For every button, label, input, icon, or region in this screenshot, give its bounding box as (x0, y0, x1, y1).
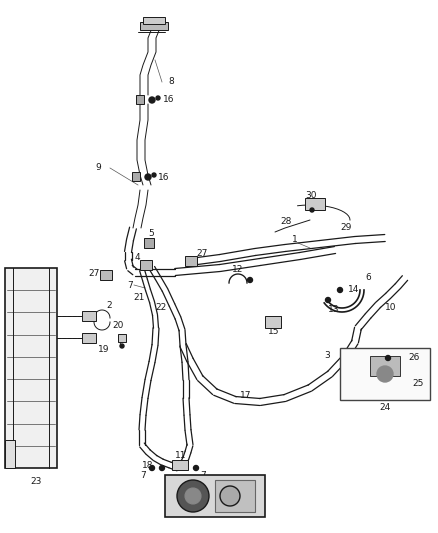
Bar (82, 311, 96, 321)
Text: 25: 25 (412, 379, 424, 389)
Text: 3: 3 (324, 351, 330, 360)
Text: 20: 20 (112, 321, 124, 330)
Circle shape (377, 366, 393, 382)
Text: 7: 7 (200, 471, 206, 480)
Circle shape (338, 287, 343, 293)
Text: 27: 27 (88, 270, 99, 279)
Text: 19: 19 (98, 345, 110, 354)
Text: 7: 7 (117, 337, 123, 346)
Bar (82, 333, 96, 343)
Circle shape (149, 97, 155, 103)
Circle shape (325, 297, 331, 303)
Bar (140, 260, 152, 270)
Text: 28: 28 (280, 217, 291, 227)
Text: 8: 8 (168, 77, 174, 86)
Text: 14: 14 (348, 286, 359, 295)
Bar (132, 172, 140, 181)
Circle shape (247, 278, 252, 282)
Bar (340, 348, 430, 400)
Bar (5, 268, 57, 468)
Text: 17: 17 (240, 391, 251, 400)
Text: 18: 18 (142, 461, 153, 470)
Bar (144, 238, 154, 248)
Circle shape (152, 173, 156, 177)
Text: 16: 16 (392, 358, 403, 367)
Text: 12: 12 (232, 265, 244, 274)
Text: 16: 16 (163, 95, 174, 104)
Bar (370, 356, 400, 376)
Circle shape (194, 465, 198, 471)
Text: 9: 9 (95, 164, 101, 173)
Text: 15: 15 (268, 327, 279, 336)
Circle shape (185, 488, 201, 504)
Text: 16: 16 (158, 174, 170, 182)
Text: 30: 30 (305, 191, 317, 200)
Circle shape (177, 480, 209, 512)
Text: 13: 13 (328, 305, 339, 314)
Circle shape (156, 96, 160, 100)
Circle shape (159, 465, 165, 471)
Bar (265, 316, 281, 328)
Text: 2: 2 (106, 302, 112, 311)
Circle shape (310, 208, 314, 212)
Bar (143, 17, 165, 24)
Text: 22: 22 (155, 303, 166, 312)
Circle shape (220, 486, 240, 506)
Bar (172, 460, 188, 470)
Text: 11: 11 (175, 451, 187, 461)
Text: 26: 26 (408, 353, 419, 362)
Text: 7: 7 (127, 280, 133, 289)
Bar (305, 198, 325, 210)
Circle shape (120, 344, 124, 348)
Text: 6: 6 (365, 273, 371, 282)
Bar (215, 480, 255, 512)
Circle shape (149, 465, 155, 471)
Text: 23: 23 (30, 478, 41, 487)
Bar (100, 270, 112, 280)
Text: 5: 5 (148, 229, 154, 238)
Text: 7: 7 (140, 471, 146, 480)
Bar (185, 256, 197, 266)
Text: 4: 4 (135, 253, 141, 262)
Bar (5, 440, 15, 468)
Circle shape (145, 174, 151, 180)
Bar (118, 334, 126, 342)
Text: 27: 27 (196, 249, 207, 259)
Bar (136, 95, 144, 104)
Bar (140, 22, 168, 30)
Bar (165, 475, 265, 517)
Text: 29: 29 (340, 223, 351, 232)
Text: 10: 10 (385, 303, 396, 312)
Text: 1: 1 (292, 236, 298, 245)
Circle shape (385, 356, 391, 360)
Text: 21: 21 (133, 294, 145, 303)
Text: 24: 24 (379, 403, 391, 413)
